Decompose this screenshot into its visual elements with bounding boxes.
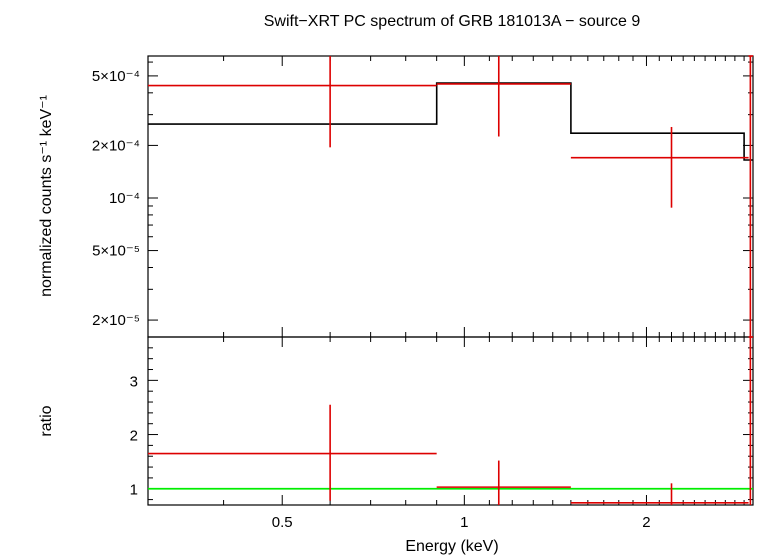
- x-tick-label: 1: [460, 514, 468, 531]
- model-step-path: [148, 82, 753, 161]
- x-tick-labels: 0.5 1 2: [272, 514, 651, 531]
- data-points-top: [148, 55, 753, 337]
- ratio-y-tick-label: 2: [130, 428, 138, 445]
- x-axis-label: Energy (keV): [405, 538, 498, 555]
- x-tick-label: 2: [642, 514, 650, 531]
- top-panel: 5×10⁻⁴ 2×10⁻⁴ 10⁻⁴ 5×10⁻⁵ 2×10⁻⁵ normalized …: [38, 55, 754, 338]
- top-panel-ticks: 5×10⁻⁴ 2×10⁻⁴ 10⁻⁴ 5×10⁻⁵ 2×10⁻⁵: [92, 56, 754, 337]
- top-y-tick-label: 5×10⁻⁵: [92, 243, 140, 260]
- chart-title: Swift−XRT PC spectrum of GRB 181013A − s…: [264, 13, 641, 30]
- model-step-line: [148, 82, 753, 161]
- top-y-tick-label: 2×10⁻⁵: [92, 312, 140, 329]
- bottom-panel: 1 2 3 ratio: [38, 336, 754, 506]
- top-panel-ylabel: normalized counts s⁻¹ keV⁻¹: [38, 95, 55, 297]
- bottom-panel-ticks: 1 2 3: [130, 337, 754, 505]
- x-tick-label: 0.5: [272, 514, 293, 531]
- ratio-y-tick-label: 1: [130, 482, 138, 499]
- top-y-tick-label: 2×10⁻⁴: [92, 137, 140, 154]
- top-y-tick-label: 5×10⁻⁴: [92, 68, 140, 85]
- data-points-ratio: [148, 336, 753, 505]
- top-panel-frame: [147, 55, 754, 338]
- ratio-y-tick-label: 3: [130, 373, 138, 390]
- bottom-panel-frame: [147, 336, 754, 506]
- top-y-tick-label: 10⁻⁴: [109, 190, 140, 207]
- bottom-panel-ylabel: ratio: [38, 405, 55, 436]
